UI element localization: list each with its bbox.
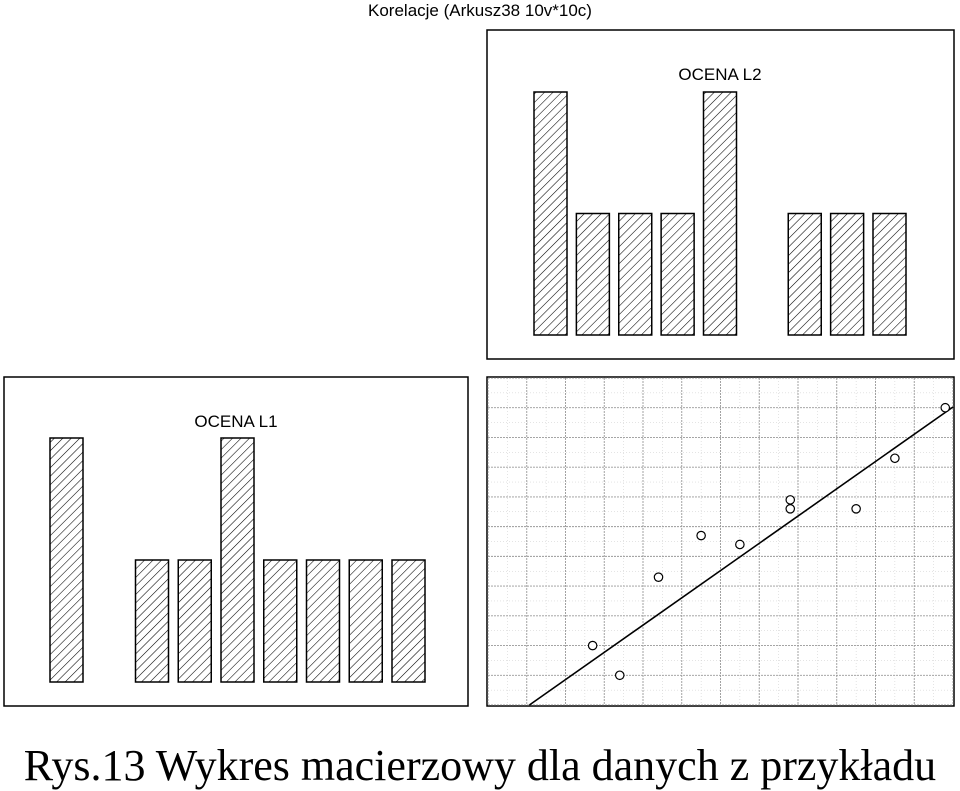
histogram-bar [177,559,212,683]
points [587,402,951,681]
figure-caption: Rys.13 Wykres macierzowy dla danych z pr… [24,741,936,790]
histogram-bar [263,559,298,683]
bars [533,91,907,336]
histogram-bar [872,212,907,336]
scatter-point [696,530,706,541]
histogram-bar [134,559,170,683]
histogram-bar [618,212,653,336]
histogram-panel-ocena-l2: OCENA L2 [486,29,955,360]
histogram-bar [305,559,341,683]
histogram-bar [575,212,611,336]
scatter-point [735,539,745,550]
histogram-panel-ocena-l1: OCENA L1 [3,376,469,707]
scatter-point [614,670,625,681]
scatter-point [851,503,861,514]
scatter-panel [486,376,955,707]
scatter-point [785,503,796,514]
histogram-bar [660,212,695,336]
histogram-bar [829,212,865,336]
scatter-point [785,495,796,505]
bars [49,437,426,683]
histogram-bar [391,559,426,683]
scatter-point [890,453,900,464]
grid [487,377,954,706]
histogram-bar [220,437,255,683]
histogram-bar [49,437,84,683]
scatter-point [653,572,664,582]
chart-title: Korelacje (Arkusz38 10v*10c) [368,1,592,20]
histogram-bar [702,91,738,336]
histogram-bar [533,91,568,336]
trendline [528,406,954,706]
scatter-point [940,402,951,413]
histogram-bar [348,559,383,683]
variable-label: OCENA L2 [678,65,761,84]
variable-label: OCENA L1 [194,412,277,431]
histogram-bar [787,212,822,336]
scatter-point [587,640,598,651]
